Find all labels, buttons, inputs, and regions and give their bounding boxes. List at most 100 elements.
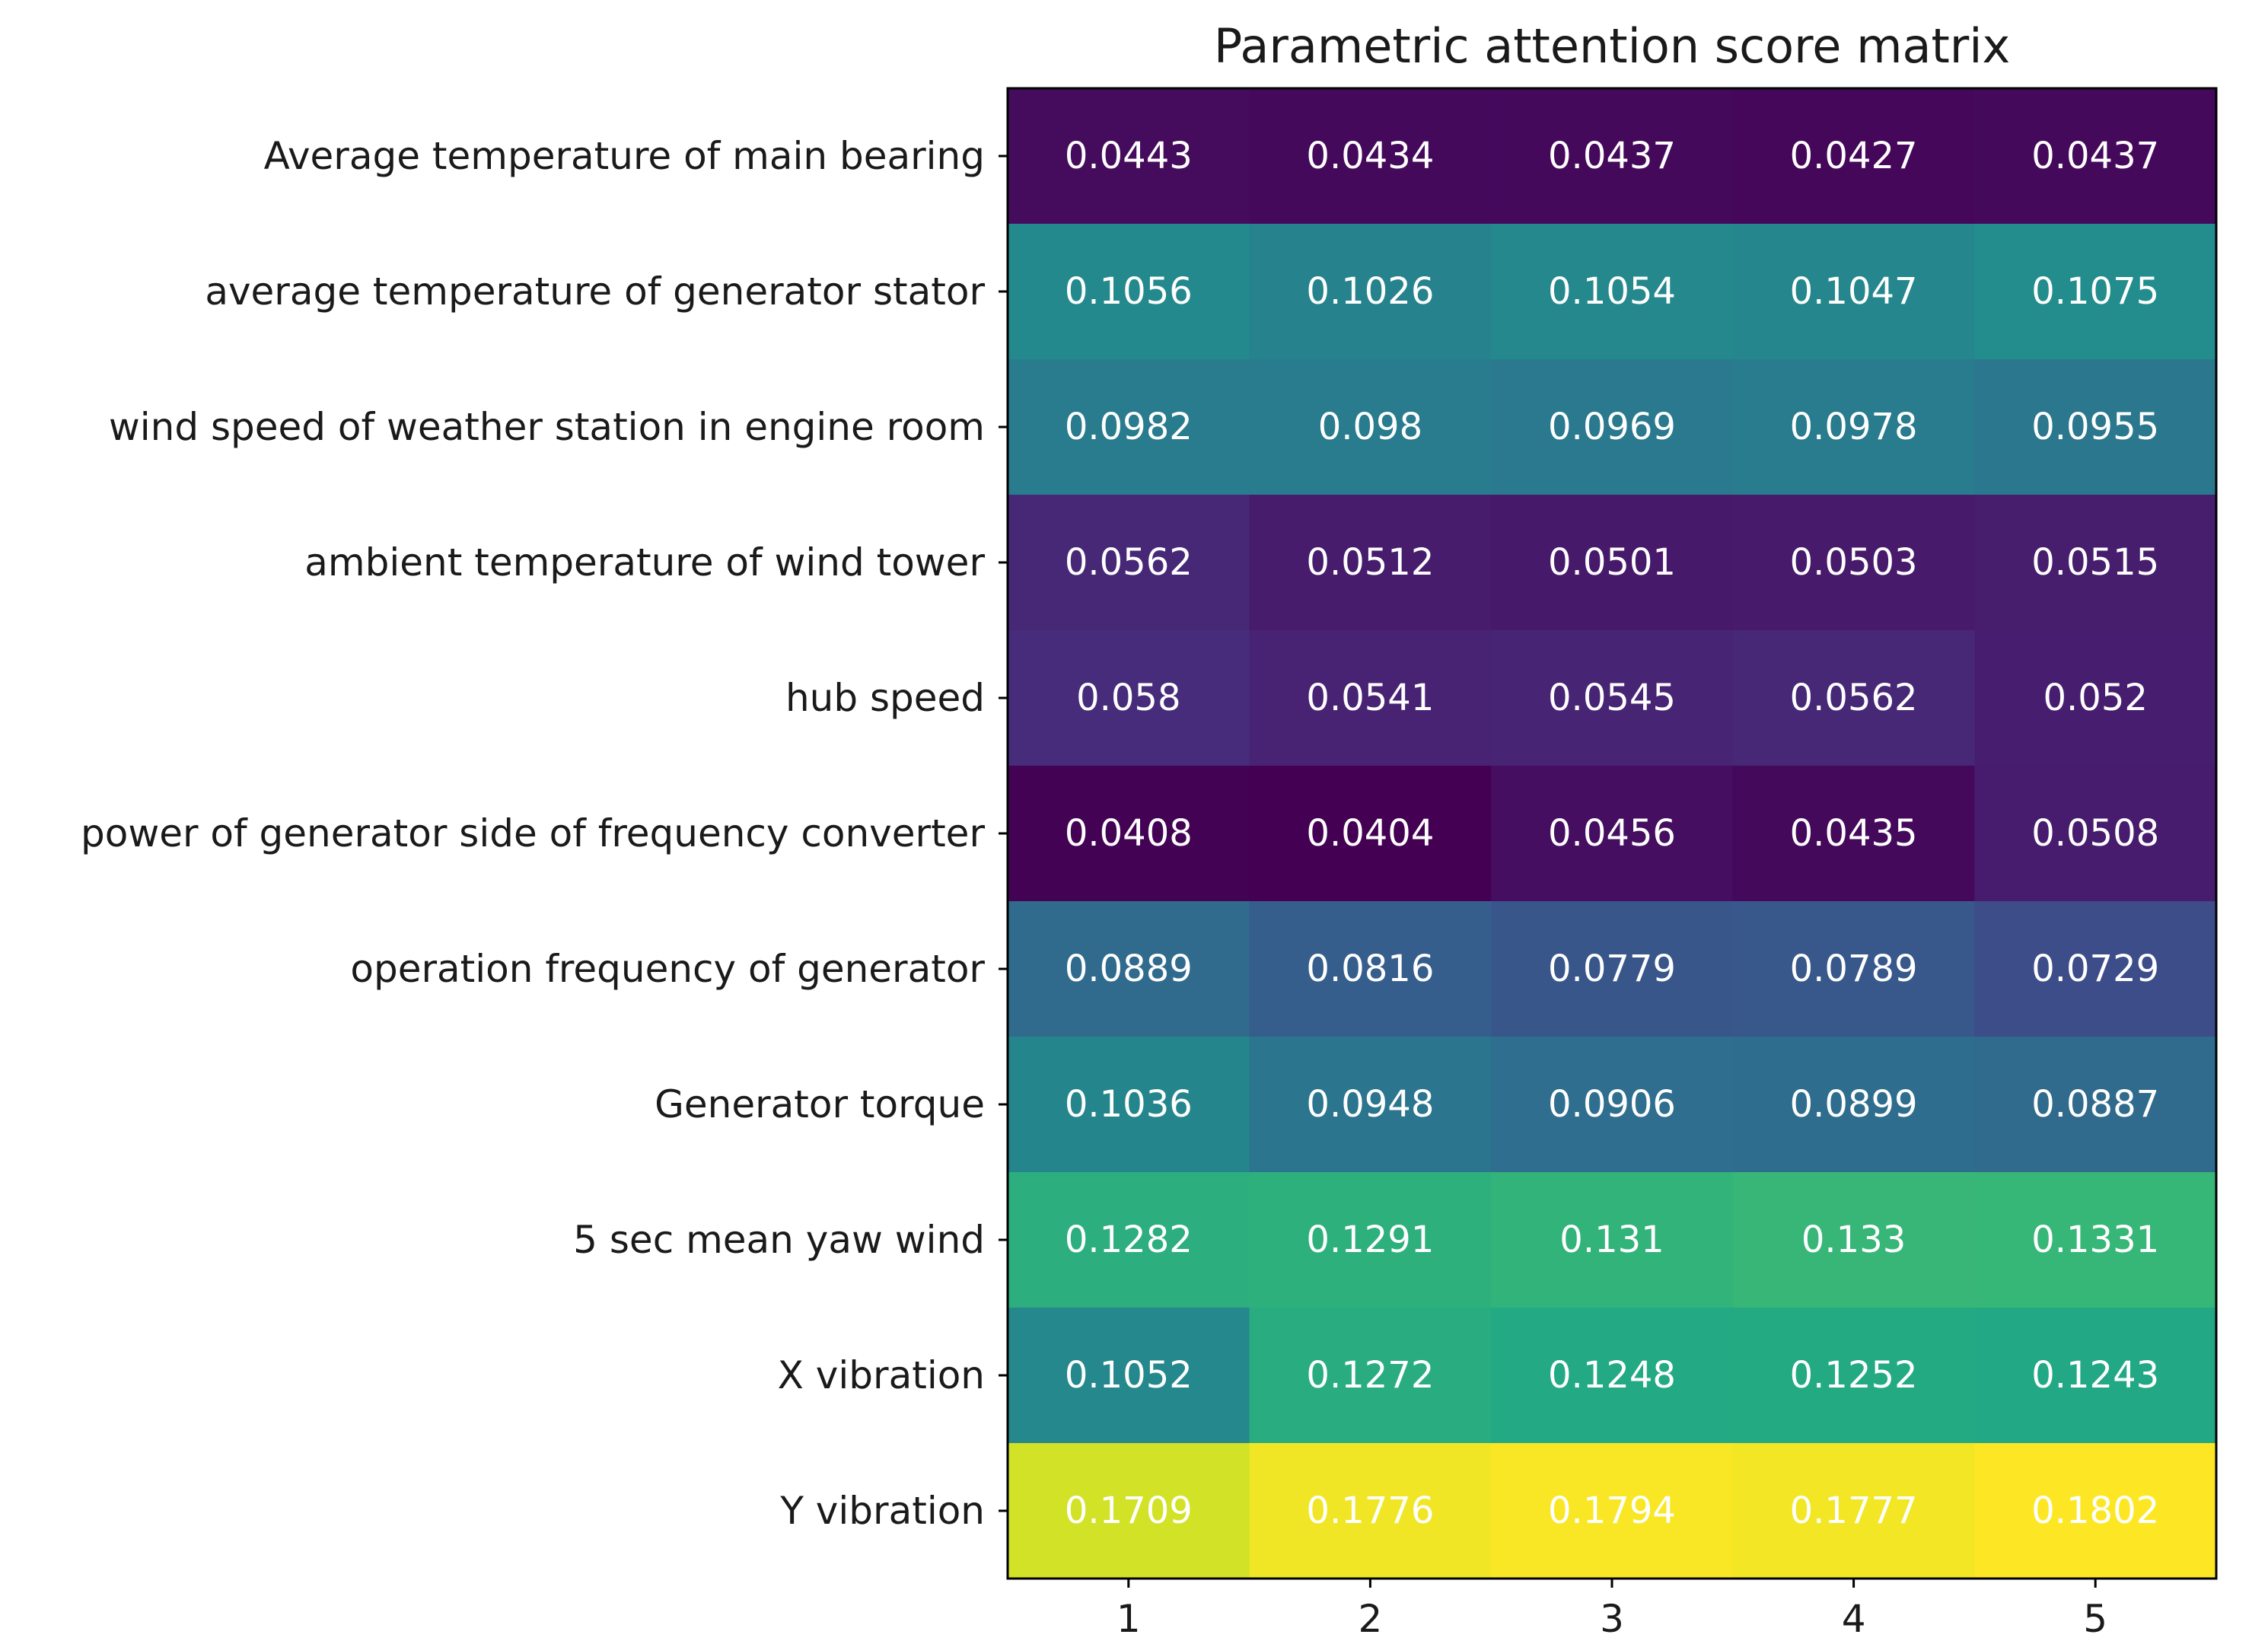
x-axis: 1 2 3 4 5 — [1116, 1579, 2107, 1641]
heatmap-cell — [1249, 766, 1492, 902]
cell-value-label: 0.0887 — [2031, 1083, 2159, 1126]
heatmap-cell — [1008, 495, 1250, 631]
heatmap-cell — [1491, 1172, 1734, 1308]
heatmap-cell — [1491, 901, 1734, 1037]
cell-value-label: 0.1776 — [1306, 1489, 1434, 1532]
y-tick-label: Y vibration — [779, 1489, 985, 1533]
cell-value-label: 0.0545 — [1548, 677, 1676, 719]
heatmap-cell — [1974, 359, 2217, 495]
heatmap-cell — [1249, 1308, 1492, 1444]
cell-value-label: 0.1331 — [2031, 1219, 2159, 1261]
cell-value-label: 0.1026 — [1306, 270, 1434, 313]
heatmap-cell — [1249, 630, 1492, 766]
cell-value-label: 0.0408 — [1065, 812, 1193, 855]
heatmap-cell — [1732, 1172, 1975, 1308]
cell-value-label: 0.0899 — [1790, 1083, 1918, 1126]
heatmap-cell — [1732, 359, 1975, 495]
cell-value-label: 0.1036 — [1065, 1083, 1193, 1126]
heatmap-cell — [1249, 901, 1492, 1037]
cell-value-label: 0.0948 — [1306, 1083, 1434, 1126]
heatmap-cell — [1732, 495, 1975, 631]
x-tick-label: 5 — [2083, 1597, 2107, 1641]
cell-value-label: 0.0512 — [1306, 541, 1434, 584]
heatmap-cell — [1491, 224, 1734, 360]
heatmap-cell — [1008, 766, 1250, 902]
heatmap-cell — [1249, 88, 1492, 225]
cell-value-label: 0.1794 — [1548, 1489, 1676, 1532]
cell-value-label: 0.0789 — [1790, 948, 1918, 990]
y-tick-label: X vibration — [778, 1353, 985, 1397]
heatmap-cell — [1974, 1308, 2217, 1444]
cell-value-label: 0.0982 — [1065, 406, 1193, 448]
cell-value-label: 0.0729 — [2031, 948, 2159, 990]
heatmap-cell — [1008, 224, 1250, 360]
cell-value-label: 0.0779 — [1548, 948, 1676, 990]
cell-value-label: 0.0435 — [1790, 812, 1918, 855]
cell-value-label: 0.0541 — [1306, 677, 1434, 719]
heatmap-cell — [1732, 766, 1975, 902]
heatmap-cell — [1732, 630, 1975, 766]
y-tick-label: Average temperature of main bearing — [264, 134, 985, 178]
x-tick-label: 1 — [1116, 1597, 1141, 1641]
cell-value-label: 0.0443 — [1065, 135, 1193, 177]
y-tick-label: 5 sec mean yaw wind — [573, 1218, 985, 1262]
heatmap-cell — [1491, 88, 1734, 225]
heatmap-cell — [1008, 1172, 1250, 1308]
cell-value-label: 0.1243 — [2031, 1354, 2159, 1397]
cell-value-label: 0.1052 — [1065, 1354, 1193, 1397]
cell-value-label: 0.1075 — [2031, 270, 2159, 313]
heatmap-cell-values: 0.0443 0.0434 0.0437 0.0427 0.0437 0.1056 0.10… — [1065, 135, 2159, 1532]
cell-value-label: 0.0434 — [1306, 135, 1434, 177]
heatmap-cell — [1491, 1443, 1734, 1579]
heatmap-cell — [1732, 88, 1975, 225]
heatmap-cell — [1491, 630, 1734, 766]
cell-value-label: 0.052 — [2043, 677, 2147, 719]
heatmap-cell — [1491, 766, 1734, 902]
heatmap-cell — [1974, 1443, 2217, 1579]
cell-value-label: 0.0978 — [1790, 406, 1918, 448]
heatmap-cell — [1974, 224, 2217, 360]
heatmap-cell — [1491, 495, 1734, 631]
heatmap-cell — [1732, 224, 1975, 360]
cell-value-label: 0.0515 — [2031, 541, 2159, 584]
heatmap-cell — [1008, 901, 1250, 1037]
heatmap-cell — [1249, 495, 1492, 631]
cell-value-label: 0.0969 — [1548, 406, 1676, 448]
heatmap-cell — [1008, 630, 1250, 766]
heatmap-cells — [1008, 88, 2217, 1579]
y-tick-label: power of generator side of frequency con… — [81, 811, 985, 855]
y-tick-label: Generator torque — [655, 1082, 985, 1126]
cell-value-label: 0.1802 — [2031, 1489, 2159, 1532]
heatmap-cell — [1008, 88, 1250, 225]
cell-value-label: 0.0456 — [1548, 812, 1676, 855]
x-tick-label: 4 — [1842, 1597, 1866, 1641]
cell-value-label: 0.1272 — [1306, 1354, 1434, 1397]
heatmap-cell — [1249, 1037, 1492, 1173]
cell-value-label: 0.0906 — [1548, 1083, 1676, 1126]
heatmap-cell — [1974, 1037, 2217, 1173]
heatmap-cell — [1974, 88, 2217, 225]
plot-frame — [1006, 87, 2218, 1580]
heatmap-cell — [1008, 1443, 1250, 1579]
x-tick-label: 2 — [1358, 1597, 1382, 1641]
heatmap-cell — [1491, 1308, 1734, 1444]
cell-value-label: 0.098 — [1318, 406, 1422, 448]
cell-value-label: 0.0562 — [1790, 677, 1918, 719]
cell-value-label: 0.0816 — [1306, 948, 1434, 990]
cell-value-label: 0.0955 — [2031, 406, 2159, 448]
cell-value-label: 0.1054 — [1548, 270, 1676, 313]
y-axis: Average temperature of main bearing avera… — [81, 134, 1008, 1533]
heatmap-cell — [1974, 1172, 2217, 1308]
cell-value-label: 0.1047 — [1790, 270, 1918, 313]
cell-value-label: 0.1056 — [1065, 270, 1193, 313]
y-tick-label: operation frequency of generator — [350, 947, 985, 991]
cell-value-label: 0.0437 — [1548, 135, 1676, 177]
heatmap-cell — [1491, 359, 1734, 495]
y-tick-label: average temperature of generator stator — [205, 269, 985, 314]
cell-value-label: 0.0889 — [1065, 948, 1193, 990]
cell-value-label: 0.058 — [1076, 677, 1180, 719]
cell-value-label: 0.0427 — [1790, 135, 1918, 177]
heatmap-cell — [1732, 1443, 1975, 1579]
heatmap-cell — [1008, 359, 1250, 495]
